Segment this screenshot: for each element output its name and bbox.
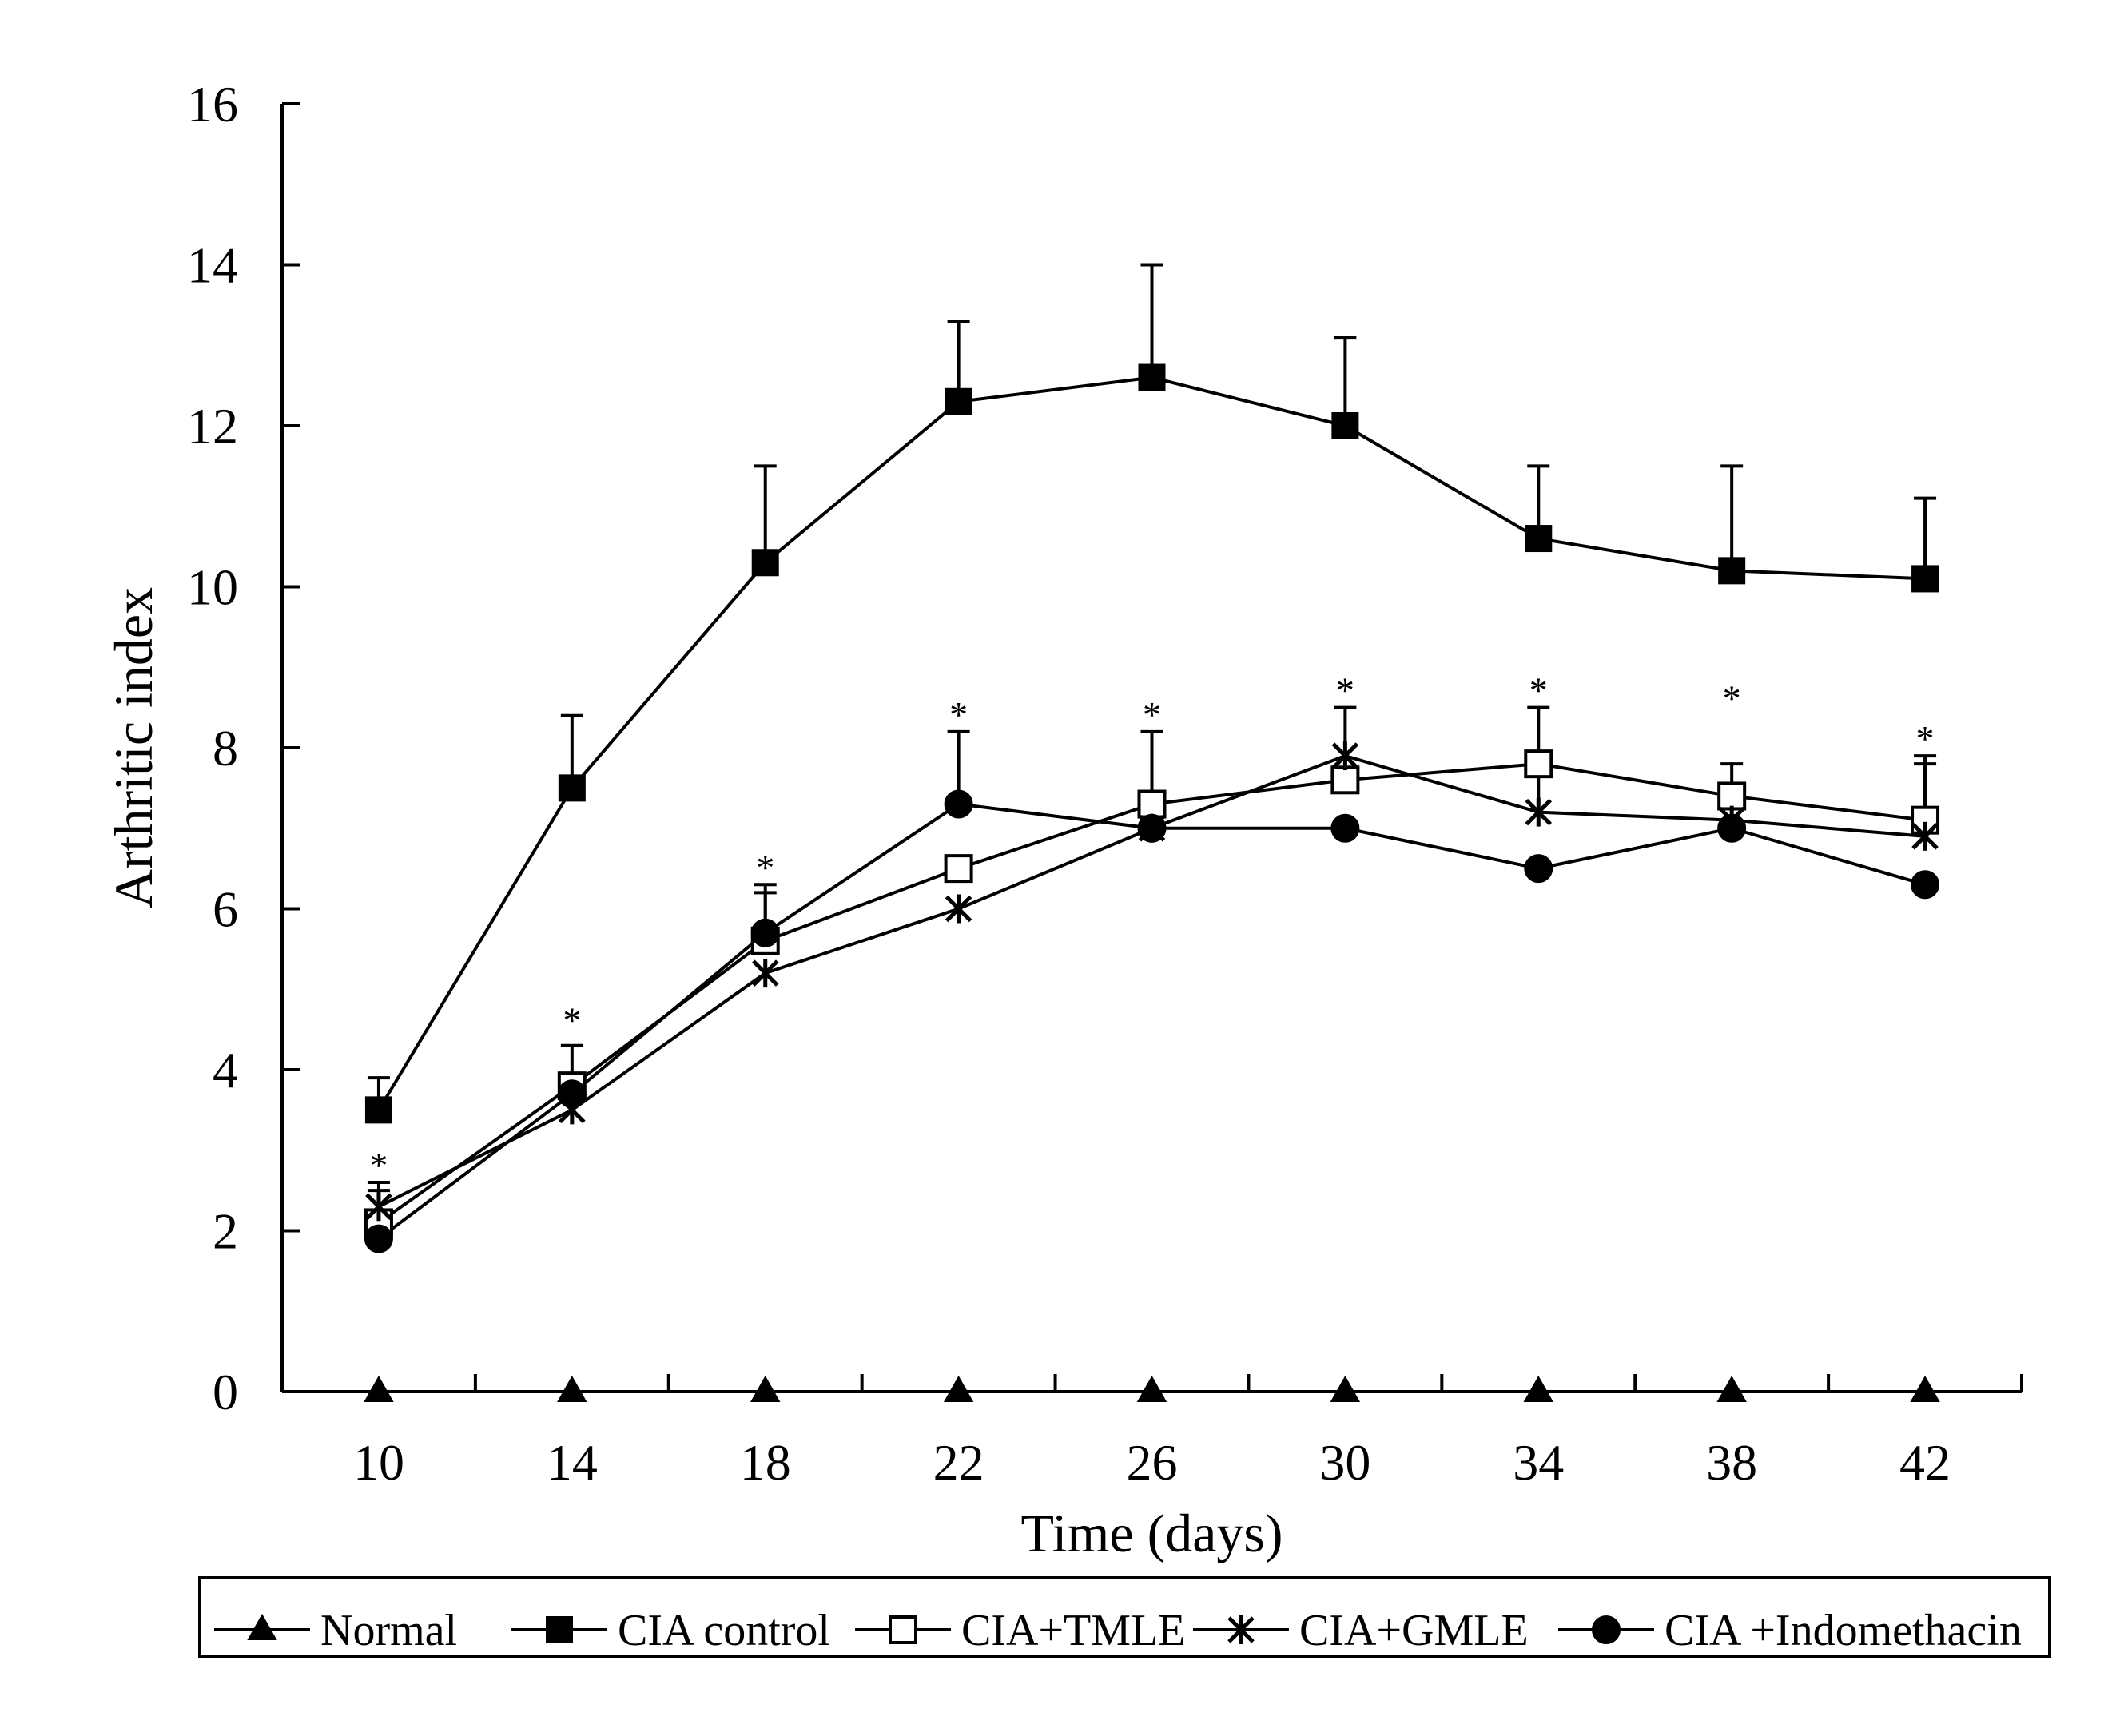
x-tick-label: 18 [740,1434,791,1491]
data-point [1911,565,1939,593]
x-tick-label: 30 [1319,1434,1370,1491]
data-point [1330,765,1360,795]
data-point [1331,412,1359,439]
data-point [944,789,973,819]
legend-marker [1227,1615,1255,1644]
y-tick-label: 4 [213,1042,238,1098]
significance-annotations: * * * * * * * * * [369,670,1934,1186]
legend-item: CIA +Indomethacin [1558,1606,2022,1655]
data-point [1910,1375,1940,1402]
legend-label: Normal [320,1606,457,1655]
legend-label: CIA+TMLE [961,1606,1185,1655]
y-tick-label: 8 [213,720,238,777]
significance-star: * [1916,718,1935,759]
y-tick-label: 2 [213,1203,238,1260]
data-point [1718,557,1746,585]
data-point [751,549,779,577]
legend-label: CIA control [618,1606,830,1655]
data-point [751,959,779,988]
y-tick-label: 12 [187,398,238,455]
series-markers [364,363,1940,1402]
y-tick-label: 14 [187,237,238,294]
legend-item: CIA control [511,1606,830,1655]
data-point [1138,363,1166,391]
data-point [1524,854,1553,884]
data-point [1525,797,1553,827]
y-axis-title: Arthritic index [103,587,164,908]
data-point [750,1375,781,1402]
data-point [364,1375,394,1402]
x-tick-label: 34 [1513,1434,1564,1491]
significance-star: * [949,694,968,735]
data-point [1330,813,1360,843]
x-tick-label: 38 [1706,1434,1757,1491]
data-point [945,387,972,415]
data-point [1911,870,1940,900]
x-tick-label: 14 [547,1434,598,1491]
error-bars [367,263,1937,1223]
data-point [1525,525,1553,553]
data-point [944,854,973,884]
significance-star: * [369,1145,388,1186]
significance-star: * [1529,670,1548,711]
legend-marker [889,1615,917,1644]
legend-box [198,1576,2051,1658]
legend-marker [1592,1615,1621,1644]
data-point [1523,1375,1553,1402]
y-tick-label: 16 [187,76,238,133]
x-axis-title: Time (days) [1020,1503,1283,1563]
data-point [1137,789,1167,819]
data-point [558,774,586,802]
x-tick-label: 22 [933,1434,984,1491]
data-point [364,1096,392,1124]
significance-star: * [756,847,774,888]
data-point [943,1375,974,1402]
data-point [365,1192,392,1222]
significance-star: * [1336,670,1354,711]
data-point [1717,781,1747,811]
significance-star: * [1143,694,1161,735]
y-tick-label: 0 [213,1364,238,1420]
data-point [1331,741,1359,771]
legend-label: CIA +Indomethacin [1665,1606,2022,1655]
series-line [377,802,1926,1241]
x-tick-label: 26 [1127,1434,1178,1491]
legend: Normal CIA control CIA+TMLE CIA+GMLE CIA +In… [198,1576,2051,1658]
series-lines [377,375,1926,1393]
data-point [364,1224,393,1253]
data-point [557,1375,587,1402]
legend-marker [546,1616,573,1643]
data-point [1137,813,1167,843]
data-point [1911,821,1939,851]
data-point [1136,1375,1167,1402]
legend-marker [247,1613,277,1640]
data-point [750,918,780,947]
data-point [1330,1375,1361,1402]
data-point [1717,813,1747,843]
significance-star: * [563,1000,581,1041]
legend-label: CIA+GMLE [1299,1606,1529,1655]
legend-item: CIA+TMLE [855,1606,1185,1655]
y-tick-label: 10 [187,559,238,616]
significance-star: * [1723,678,1741,719]
x-tick-label: 42 [1899,1434,1951,1491]
data-point [1716,1375,1747,1402]
data-point [557,1079,587,1109]
legend-item: Normal [214,1606,457,1655]
data-point [1524,749,1553,779]
axes: 0 2 4 6 8 10 12 14 16 10 14 18 22 26 30 34 38 42 Time (day… [103,76,2023,1563]
legend-item: CIA+GMLE [1193,1606,1529,1655]
x-tick-label: 10 [353,1434,404,1491]
y-tick-label: 6 [213,881,238,938]
data-point [945,894,972,924]
